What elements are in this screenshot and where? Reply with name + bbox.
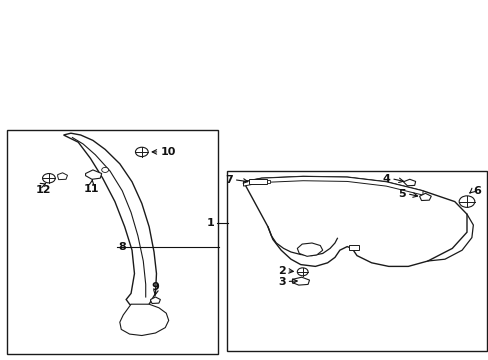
Text: 6: 6 [472, 186, 480, 196]
Polygon shape [403, 179, 415, 186]
Text: 1: 1 [206, 218, 214, 228]
Circle shape [135, 147, 148, 157]
Bar [7, 130, 217, 354]
Polygon shape [85, 170, 102, 179]
Circle shape [297, 268, 307, 276]
Polygon shape [419, 193, 430, 201]
Bar [266, 180, 270, 183]
Polygon shape [297, 243, 322, 256]
Text: 12: 12 [35, 185, 51, 195]
Text: 8: 8 [118, 242, 126, 252]
Bar [227, 171, 486, 351]
Text: 2: 2 [277, 266, 285, 276]
Polygon shape [63, 133, 156, 308]
Text: 5: 5 [397, 189, 405, 199]
Polygon shape [243, 176, 422, 195]
Text: 10: 10 [160, 147, 175, 157]
Bar [348, 245, 359, 250]
Polygon shape [292, 277, 309, 285]
Text: 4: 4 [382, 174, 389, 184]
Circle shape [458, 196, 474, 207]
Polygon shape [243, 176, 466, 266]
Text: 7: 7 [224, 175, 232, 185]
Polygon shape [150, 297, 160, 303]
Polygon shape [120, 304, 168, 336]
Text: 9: 9 [151, 282, 159, 292]
Text: 11: 11 [84, 184, 100, 194]
Circle shape [42, 174, 55, 183]
Circle shape [102, 167, 108, 172]
Bar [249, 179, 266, 184]
Polygon shape [58, 173, 67, 180]
Text: 3: 3 [277, 276, 285, 287]
